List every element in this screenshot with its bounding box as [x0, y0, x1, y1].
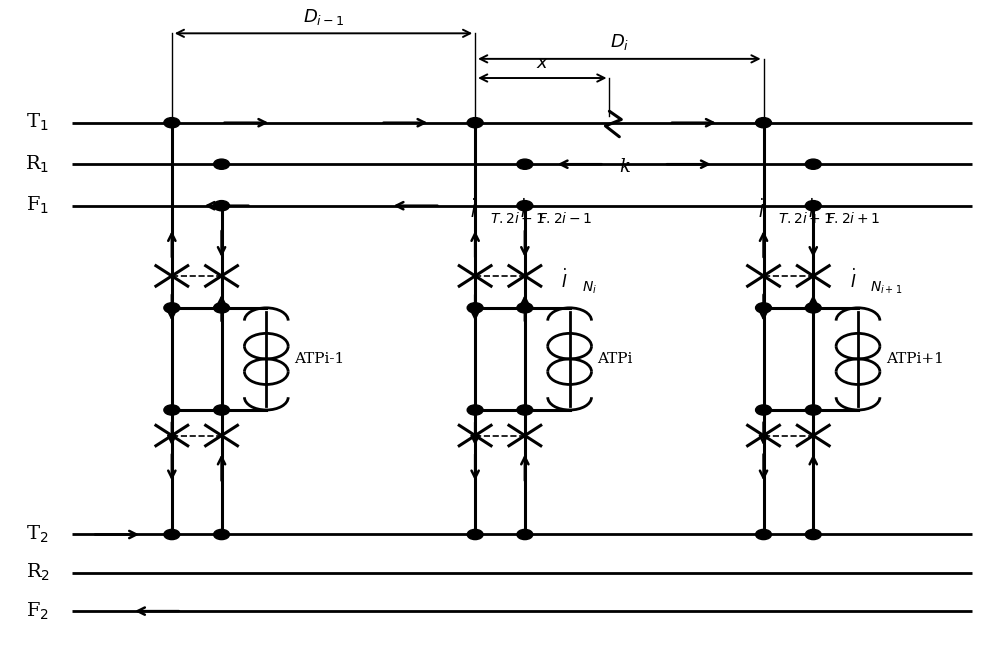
Circle shape: [805, 201, 821, 211]
Text: ATPi+1: ATPi+1: [886, 352, 944, 366]
Text: $\dot{I}$: $\dot{I}$: [850, 269, 856, 292]
Circle shape: [805, 530, 821, 539]
Circle shape: [756, 405, 771, 415]
Text: $\dot{I}$: $\dot{I}$: [520, 199, 526, 222]
Circle shape: [517, 405, 533, 415]
Circle shape: [467, 530, 483, 539]
Circle shape: [164, 302, 180, 313]
Circle shape: [805, 302, 821, 313]
Text: T$_1$: T$_1$: [26, 112, 49, 133]
Text: k: k: [619, 158, 630, 176]
Circle shape: [517, 159, 533, 169]
Text: $N_i$: $N_i$: [582, 280, 597, 297]
Circle shape: [756, 117, 771, 128]
Text: $\dot{I}$: $\dot{I}$: [470, 199, 476, 222]
Text: $D_i$: $D_i$: [610, 32, 629, 53]
Text: $D_{i-1}$: $D_{i-1}$: [303, 7, 344, 27]
Text: $F.2i-1$: $F.2i-1$: [538, 211, 592, 226]
Circle shape: [517, 530, 533, 539]
Circle shape: [214, 302, 230, 313]
Circle shape: [517, 302, 533, 313]
Text: R$_2$: R$_2$: [26, 562, 50, 583]
Text: ATPi: ATPi: [597, 352, 633, 366]
Text: $\dot{I}$: $\dot{I}$: [808, 199, 814, 222]
Text: $T.2i+1$: $T.2i+1$: [778, 211, 833, 226]
Text: ATPi-1: ATPi-1: [294, 352, 344, 366]
Circle shape: [517, 201, 533, 211]
Text: R$_1$: R$_1$: [25, 154, 50, 175]
Circle shape: [756, 302, 771, 313]
Text: F$_1$: F$_1$: [26, 195, 49, 216]
Circle shape: [805, 159, 821, 169]
Circle shape: [467, 405, 483, 415]
Circle shape: [756, 530, 771, 539]
Circle shape: [467, 302, 483, 313]
Circle shape: [164, 530, 180, 539]
Circle shape: [467, 117, 483, 128]
Circle shape: [805, 405, 821, 415]
Text: $x$: $x$: [536, 54, 549, 71]
Circle shape: [214, 201, 230, 211]
Circle shape: [214, 405, 230, 415]
Circle shape: [214, 530, 230, 539]
Text: T$_2$: T$_2$: [26, 524, 49, 545]
Text: $\dot{I}$: $\dot{I}$: [758, 199, 765, 222]
Circle shape: [164, 117, 180, 128]
Circle shape: [164, 405, 180, 415]
Text: $F.2i+1$: $F.2i+1$: [826, 211, 881, 226]
Circle shape: [214, 159, 230, 169]
Text: $T.2i-1$: $T.2i-1$: [490, 211, 545, 226]
Text: F$_2$: F$_2$: [26, 600, 49, 622]
Text: $N_{i+1}$: $N_{i+1}$: [870, 280, 902, 297]
Text: $\dot{I}$: $\dot{I}$: [561, 269, 568, 292]
